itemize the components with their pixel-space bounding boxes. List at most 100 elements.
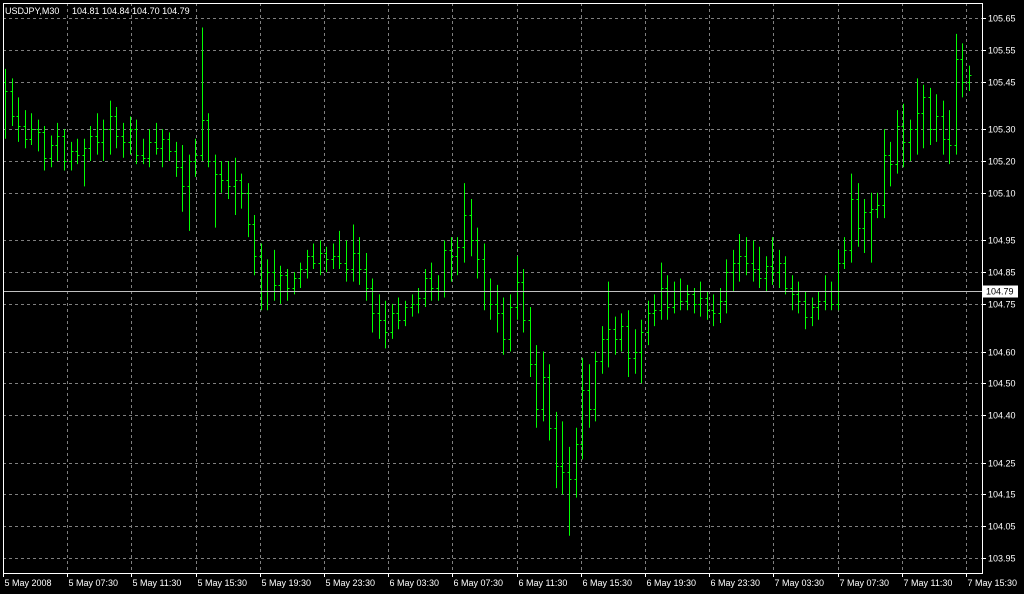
- symbol-label: USDJPY,M30: [5, 6, 59, 16]
- ohlc-bar: [187, 154, 192, 231]
- ohlc-bar: [121, 122, 126, 158]
- ohlc-bar: [810, 297, 815, 327]
- ohlc-bar: [344, 240, 349, 282]
- x-tick-label: 6 May 15:30: [583, 578, 633, 588]
- ohlc-bar: [23, 110, 28, 149]
- ohlc-bar: [737, 234, 742, 282]
- ohlc-bar: [324, 246, 329, 273]
- ohlc-bar: [318, 240, 323, 276]
- y-tick-label: 105.10: [988, 189, 1016, 199]
- ohlc-bar: [246, 183, 251, 238]
- ohlc-bar: [836, 249, 841, 311]
- ohlc-bar: [95, 113, 100, 155]
- ohlc-bar: [36, 119, 41, 152]
- x-tick-label: 5 May 2008: [5, 578, 52, 588]
- ohlc-bar: [875, 192, 880, 219]
- ohlc-bar: [764, 256, 769, 292]
- ohlc-bar: [915, 78, 920, 155]
- ohlc-bar: [744, 237, 749, 276]
- ohlc-bar: [921, 84, 926, 149]
- x-tick-label: 6 May 07:30: [454, 578, 504, 588]
- y-tick-label: 105.20: [988, 157, 1016, 167]
- ohlc-bar: [16, 97, 21, 142]
- ohlc-bar: [869, 192, 874, 263]
- ohlc-bar: [55, 122, 60, 161]
- ohlc-bar: [462, 183, 467, 263]
- ohlc-bar: [862, 199, 867, 254]
- ohlc-bar: [364, 253, 369, 301]
- ohlc-bar: [29, 113, 34, 146]
- ohlc-bar: [49, 135, 54, 168]
- ohlc-bar: [534, 345, 539, 428]
- y-tick-label: 104.85: [988, 268, 1016, 278]
- ohlc-bar: [10, 78, 15, 126]
- last-price-tag: [983, 285, 1018, 298]
- plot-frame: [3, 3, 983, 574]
- ohlc-bar: [960, 43, 965, 98]
- ohlc-bar: [882, 129, 887, 219]
- ohlc-bar: [757, 246, 762, 288]
- ohlc-bar: [731, 249, 736, 292]
- ohlc-bar: [75, 138, 80, 165]
- ohlc-bar: [337, 230, 342, 269]
- ohlc-bar: [842, 237, 847, 269]
- x-tick-label: 5 May 15:30: [198, 578, 248, 588]
- ohlc-bar: [724, 259, 729, 314]
- ohlc-bar: [174, 141, 179, 177]
- ohlc-bar: [790, 275, 795, 311]
- ohlc-bar: [528, 307, 533, 377]
- ohlc-bar: [619, 313, 624, 352]
- y-tick-label: 104.60: [988, 348, 1016, 358]
- ohlc-bar: [901, 103, 906, 168]
- y-tick-label: 105.30: [988, 125, 1016, 135]
- ohlc-bar: [298, 262, 303, 288]
- ohlc-bar: [88, 126, 93, 161]
- y-tick-label: 104.15: [988, 490, 1016, 500]
- ohlc-bar: [292, 272, 297, 295]
- ohlc-bar: [213, 154, 218, 228]
- ohlc-bar: [370, 278, 375, 333]
- x-tick-label: 7 May 15:30: [968, 578, 1018, 588]
- ohlc-bar: [285, 268, 290, 301]
- ohlc-bar: [626, 310, 631, 377]
- ohlc-bar: [941, 100, 946, 155]
- ohlc-bar: [82, 138, 87, 187]
- ohlc-bar: [455, 237, 460, 276]
- ohlc-bar: [114, 106, 119, 149]
- ohlc-bar: [42, 126, 47, 171]
- ohlc-bar: [278, 265, 283, 304]
- ohlc-bar: [698, 281, 703, 317]
- ohlc-bar: [711, 294, 716, 327]
- x-tick-label: 6 May 03:30: [390, 578, 440, 588]
- ohlc-bar: [652, 294, 657, 327]
- ohlc-bar: [410, 294, 415, 317]
- ohlc-bar: [501, 297, 506, 355]
- x-tick-label: 5 May 11:30: [133, 578, 182, 588]
- ohlc-bar: [967, 65, 972, 92]
- ohlc-bar: [311, 243, 316, 269]
- ohlc-bar: [751, 240, 756, 282]
- ohlc-bar: [351, 224, 356, 282]
- ohlc-bar: [639, 319, 644, 384]
- ohlc-bar: [816, 291, 821, 320]
- ohlc-bar: [521, 268, 526, 333]
- ohlc-bar: [895, 110, 900, 174]
- ohlc-bar: [888, 141, 893, 187]
- ohlc-bar: [633, 329, 638, 374]
- ohlc-bar: [331, 243, 336, 269]
- ohlc-bar: [390, 303, 395, 339]
- ohlc-bar: [233, 157, 238, 215]
- y-tick-label: 103.95: [988, 554, 1016, 564]
- x-tick-label: 7 May 03:30: [775, 578, 825, 588]
- ohlc-bar: [128, 116, 133, 155]
- ohlc-bar: [200, 27, 205, 161]
- ohlc-bar: [705, 291, 710, 320]
- ohlc-bar: [239, 173, 244, 209]
- x-tick-label: 5 May 23:30: [326, 578, 376, 588]
- ohlc-bar: [403, 300, 408, 327]
- ohlc-bar: [777, 249, 782, 288]
- ohlc-bar: [272, 249, 277, 301]
